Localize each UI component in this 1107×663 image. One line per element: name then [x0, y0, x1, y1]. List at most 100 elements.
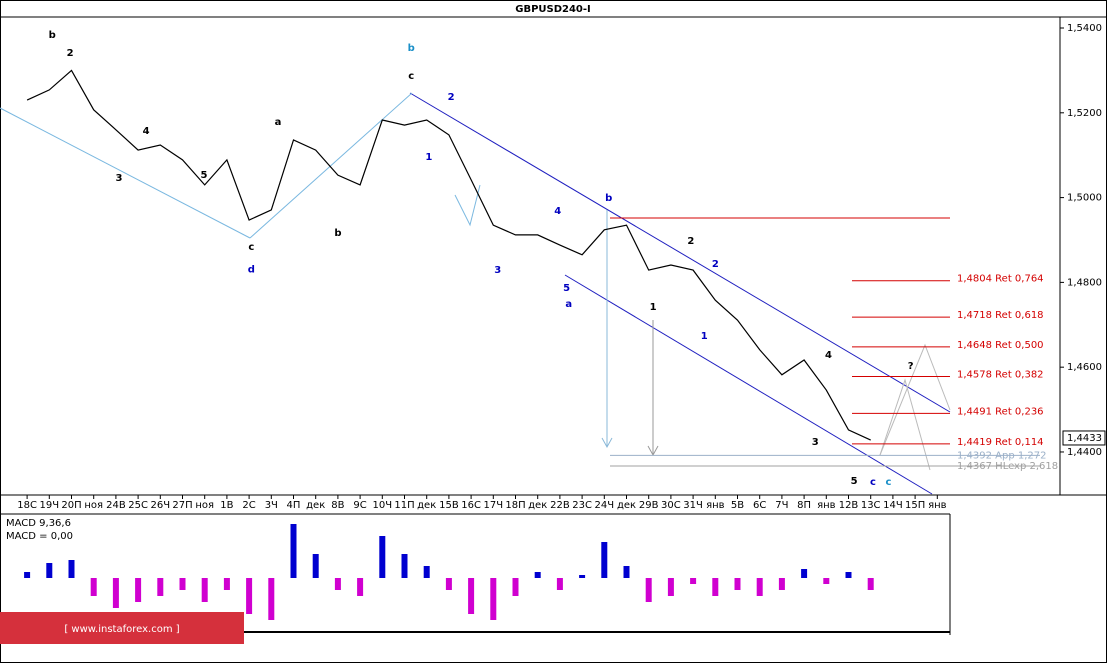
wave-label: 3 [116, 173, 123, 184]
x-tick-label: 27П [172, 500, 192, 511]
macd-bar [112, 578, 119, 608]
macd-bar [867, 578, 874, 590]
macd-bar [312, 554, 319, 578]
y-tick-label: 1,4800 [1067, 277, 1102, 288]
level-label: 1,4718 Ret 0,618 [957, 310, 1044, 321]
wave-label: 1 [425, 152, 432, 163]
macd-bar [490, 578, 497, 620]
macd-bar [246, 578, 253, 614]
macd-bar [179, 578, 186, 590]
x-tick-label: 15В [439, 500, 459, 511]
wave-label: 2 [448, 92, 455, 103]
x-tick-label: 6С [753, 500, 766, 511]
level-label: 1,4648 Ret 0,500 [957, 340, 1044, 351]
macd-bar [645, 578, 652, 602]
x-tick-label: 26Ч [151, 500, 171, 511]
macd-bar [601, 542, 608, 578]
wave-label: b [49, 30, 56, 41]
chart-title: GBPUSD240-I [515, 4, 591, 15]
x-tick-label: 25С [128, 500, 148, 511]
x-tick-label: дек [306, 500, 325, 511]
macd-bar [68, 560, 75, 578]
y-tick-label: 1,5200 [1067, 108, 1102, 119]
wave-label: 4 [554, 206, 561, 217]
current-price-label: 1,4433 [1067, 433, 1102, 444]
level-label: 1,4491 Ret 0,236 [957, 406, 1044, 417]
macd-bar [823, 578, 830, 584]
x-tick-label: 5В [731, 500, 744, 511]
wave-label: 4 [825, 350, 832, 361]
macd-bar [556, 578, 563, 590]
macd-bar [423, 566, 430, 578]
wave-label: c [408, 71, 414, 82]
x-tick-label: дек [617, 500, 636, 511]
channel-lower [564, 274, 933, 495]
x-tick-label: 17Ч [484, 500, 504, 511]
wave-label: ? [908, 361, 914, 372]
x-tick-label: дек [528, 500, 547, 511]
x-tick-label: 13С [861, 500, 881, 511]
wave-label: 3 [812, 437, 819, 448]
x-tick-label: 3Ч [265, 500, 278, 511]
macd-bar [579, 575, 586, 578]
channel-left [0, 107, 251, 239]
x-tick-label: ноя [84, 500, 103, 511]
projection [879, 378, 931, 471]
y-tick-label: 1,5400 [1067, 23, 1102, 34]
x-tick-label: 18С [17, 500, 37, 511]
macd-bar [24, 572, 31, 578]
macd-bar [512, 578, 519, 596]
macd-bar [667, 578, 674, 596]
macd-bar [90, 578, 97, 596]
x-tick-label: 30С [661, 500, 681, 511]
wave-label: c [248, 242, 254, 253]
wave-label: a [565, 299, 572, 310]
arrow-head [601, 437, 613, 449]
price-line [26, 69, 871, 441]
macd-bar [778, 578, 785, 590]
wave-label: 2 [687, 236, 694, 247]
macd-bar [223, 578, 230, 590]
x-tick-label: 10Ч [373, 500, 393, 511]
macd-bar [623, 566, 630, 578]
wave-label: a [275, 117, 282, 128]
x-tick-label: дек [417, 500, 436, 511]
projection [879, 343, 951, 456]
x-tick-label: 1В [220, 500, 233, 511]
macd-bar [534, 572, 541, 578]
x-tick-label: 18П [505, 500, 525, 511]
wave-label: 5 [201, 170, 208, 181]
macd-bar [401, 554, 408, 578]
x-tick-label: 9С [353, 500, 366, 511]
x-tick-label: 23С [572, 500, 592, 511]
x-tick-label: 11П [394, 500, 414, 511]
level-label: 1,4367 HLexp 2,618 [957, 461, 1058, 472]
x-tick-label: 2С [242, 500, 255, 511]
level-label: 1,4419 Ret 0,114 [957, 437, 1044, 448]
x-tick-label: 24Ч [595, 500, 615, 511]
x-tick-label: 8П [797, 500, 811, 511]
x-tick-label: янв [817, 500, 836, 511]
x-tick-label: 24В [106, 500, 126, 511]
macd-title: MACD 9,36,6 [6, 518, 71, 529]
macd-bar [46, 563, 53, 578]
macd-bar [468, 578, 475, 614]
wave-connector [249, 92, 413, 239]
wave-label: 1 [650, 302, 657, 313]
wave-label: b [334, 228, 341, 239]
x-tick-label: 16С [461, 500, 481, 511]
y-tick-label: 1,4600 [1067, 362, 1102, 373]
current-price-box [1062, 430, 1106, 446]
wave-label: 1 [701, 331, 708, 342]
macd-bar [268, 578, 275, 620]
macd-bar [334, 578, 341, 590]
x-tick-label: янв [928, 500, 947, 511]
wave-label: b [605, 193, 612, 204]
macd-bar [157, 578, 164, 596]
x-tick-label: 7Ч [775, 500, 788, 511]
x-tick-label: ноя [195, 500, 214, 511]
x-tick-label: 22В [550, 500, 570, 511]
